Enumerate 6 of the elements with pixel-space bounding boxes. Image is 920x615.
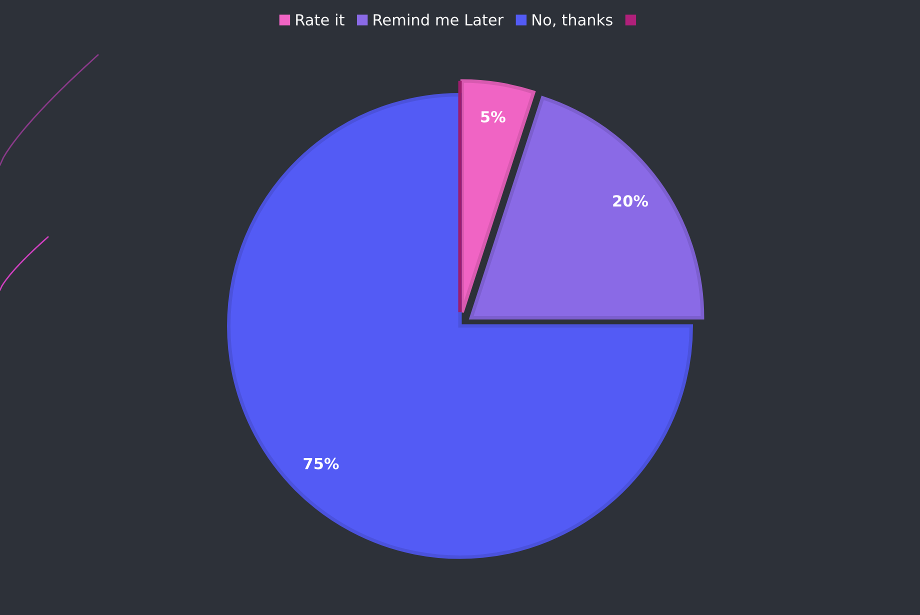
legend-label: Remind me Later (374, 14, 504, 26)
data-label: 20% (613, 195, 648, 207)
data-label: 75% (304, 458, 339, 470)
legend-label: Rate it (296, 14, 344, 26)
legend-label: No, thanks (532, 14, 612, 28)
data-label: 5% (481, 110, 506, 123)
